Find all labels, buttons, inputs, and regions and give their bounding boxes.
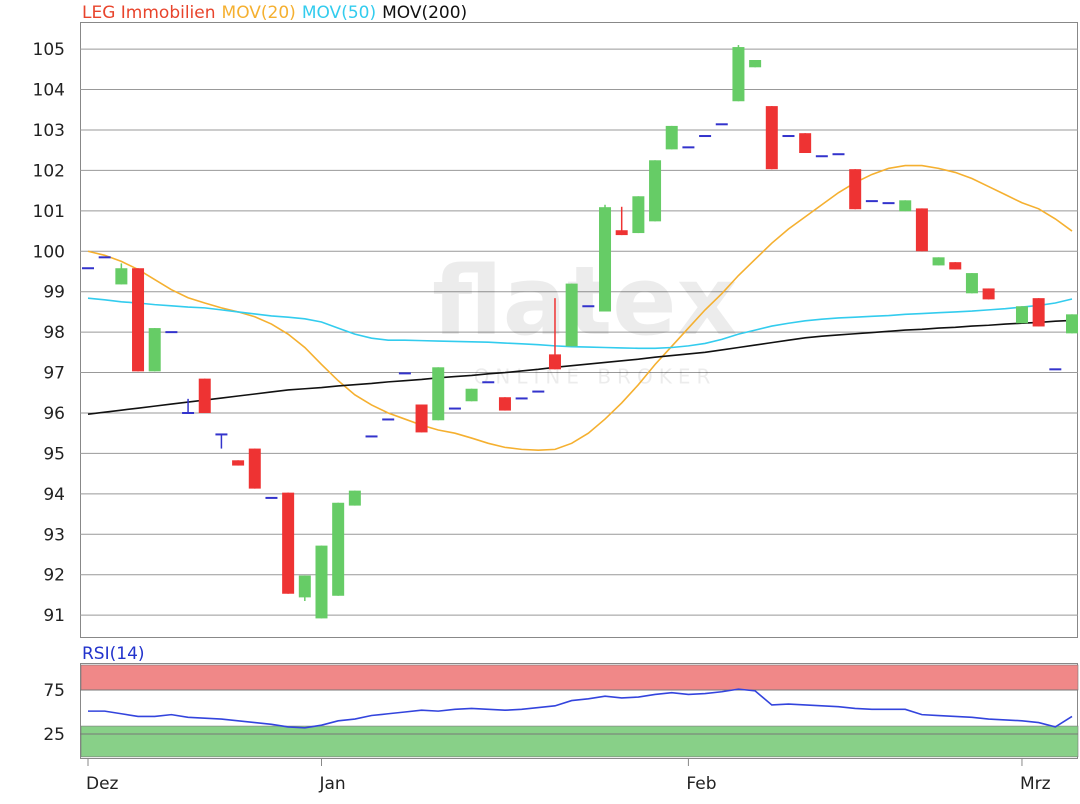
x-tick-label: Mrz — [1020, 774, 1051, 794]
candle-body — [649, 160, 662, 222]
y-tick-label: 96 — [43, 404, 65, 424]
y-tick-label: 97 — [43, 364, 65, 384]
candle-body — [965, 273, 978, 294]
legend-entry: MOV(200) — [382, 3, 467, 23]
watermark: flatex — [432, 247, 738, 357]
legend-title: LEG Immobilien — [82, 3, 216, 23]
y-tick-label: 103 — [33, 121, 65, 141]
y-tick-label: 25 — [43, 725, 65, 745]
y-tick-label: 75 — [43, 681, 65, 701]
candle-body — [599, 207, 612, 312]
panel-title: RSI(14) — [82, 644, 145, 664]
candle-body — [465, 388, 478, 402]
candle-body — [248, 448, 261, 489]
y-tick-label: 102 — [33, 161, 65, 181]
moving-average-line — [87, 164, 1073, 451]
candle-body — [932, 257, 945, 266]
moving-average-line — [87, 319, 1073, 416]
candle-body — [899, 200, 912, 212]
candle-body — [332, 502, 345, 596]
candle-body — [765, 106, 778, 170]
candle-body — [732, 47, 745, 102]
candle-body — [548, 354, 561, 370]
candle-body — [282, 492, 295, 594]
moving-average-line — [87, 297, 1073, 350]
candle-body — [315, 545, 328, 619]
candle-body — [148, 328, 161, 372]
candle-body — [348, 490, 361, 506]
y-tick-label: 100 — [33, 242, 65, 262]
candle-body — [749, 60, 762, 68]
candle-body — [198, 378, 211, 413]
y-tick-label: 95 — [43, 444, 65, 464]
rsi-line — [88, 688, 1073, 729]
candle-body — [1066, 314, 1078, 334]
candle-body — [1032, 298, 1045, 327]
y-tick-label: 105 — [33, 40, 65, 60]
candle-body — [232, 460, 245, 466]
candle-body — [1015, 306, 1028, 324]
band — [80, 725, 1079, 758]
candle-body — [915, 208, 928, 252]
candle-body — [432, 367, 445, 421]
y-tick-label: 91 — [43, 606, 65, 626]
legend-entry: MOV(50) — [302, 3, 376, 23]
candle-body — [498, 397, 511, 411]
candle-body — [665, 125, 678, 150]
y-tick-label: 93 — [43, 525, 65, 545]
candle-body — [849, 169, 862, 210]
watermark-sub: ONLINE BROKER — [474, 365, 717, 389]
x-tick-label: Dez — [86, 774, 119, 794]
candle-body — [415, 404, 428, 433]
y-tick-label: 104 — [33, 81, 65, 101]
candle-body — [632, 196, 645, 234]
band — [80, 664, 1079, 691]
y-tick-label: 101 — [33, 202, 65, 222]
candle-body — [949, 262, 962, 270]
candle-body — [565, 283, 578, 347]
candle-body — [115, 268, 128, 285]
candle-body — [615, 230, 628, 236]
candle-body — [799, 133, 812, 154]
candle-body — [982, 288, 995, 300]
y-tick-label: 94 — [43, 485, 65, 505]
y-tick-label: 92 — [43, 566, 65, 586]
candle-body — [132, 268, 145, 372]
candle-body — [298, 575, 311, 598]
legend-entry: MOV(20) — [222, 3, 296, 23]
x-tick-label: Feb — [686, 774, 716, 794]
y-tick-label: 98 — [43, 323, 65, 343]
y-tick-label: 99 — [43, 283, 65, 303]
x-tick-label: Jan — [318, 774, 345, 794]
